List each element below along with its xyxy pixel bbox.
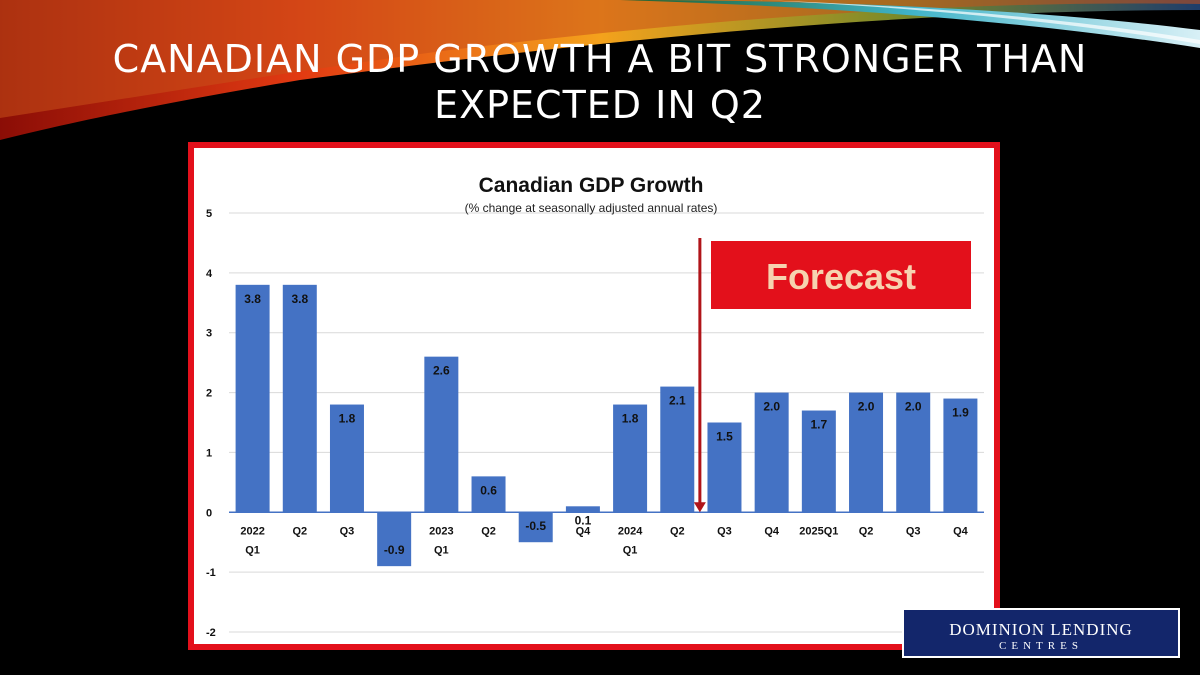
bars: 3.8 3.8 1.8 -0.9 2.6 0.6 -0.5 0.1 1.8 2.1 1.5 2.0 1.…	[235, 284, 978, 567]
x-tick-label: Q3	[717, 525, 732, 537]
forecast-arrow-head	[693, 502, 706, 513]
bar-data-label: 2.0	[858, 400, 875, 414]
x-tick-label: Q3	[340, 525, 355, 537]
bar	[660, 386, 695, 513]
forecast-box	[711, 241, 971, 309]
x-axis-ticks: 2022 Q1 Q2 Q3 2023 Q1 Q2 Q4 2024 Q1 Q2 Q3 Q4 2025Q1 Q2…	[240, 525, 968, 556]
bar-data-label: 1.8	[339, 412, 356, 426]
bar-data-label: 1.9	[952, 406, 969, 420]
forecast-annotation: Forecast	[693, 238, 971, 513]
y-tick-label: -1	[206, 567, 216, 579]
bar	[282, 284, 317, 513]
y-tick-label: -2	[206, 627, 216, 639]
bar	[801, 410, 836, 513]
x-tick-label: 2023	[429, 525, 453, 537]
x-tick-label: 2025Q1	[799, 525, 838, 537]
forecast-label: Forecast	[766, 256, 916, 297]
bar	[329, 404, 364, 513]
y-tick-label: 5	[206, 208, 212, 220]
x-tick-label: Q2	[670, 525, 685, 537]
bar-data-label: 3.8	[244, 292, 261, 306]
bar	[943, 398, 978, 513]
chart-frame: -2 -1 0 1 2 3 4 5 3.8 3.8 1.8 -0.9 2.6 0.6 -0.5 0.1 1.8…	[188, 142, 1000, 650]
x-tick-label: Q3	[906, 525, 921, 537]
x-tick-label: Q1	[245, 544, 260, 556]
logo-sub-text: CENTRES	[999, 640, 1083, 652]
chart-subtitle: (% change at seasonally adjusted annual …	[465, 201, 718, 215]
bar	[471, 476, 506, 513]
y-tick-label: 4	[206, 268, 213, 280]
bar-data-label: 3.8	[291, 292, 308, 306]
x-tick-label: Q4	[953, 525, 969, 537]
x-tick-label: Q4	[764, 525, 780, 537]
x-tick-label: 2024	[618, 525, 643, 537]
bar-data-label: 2.6	[433, 364, 450, 378]
y-tick-label: 2	[206, 388, 212, 400]
slide-title: CANADIAN GDP GROWTH A BIT STRONGER THAN …	[112, 37, 1088, 127]
bar-data-label: -0.9	[384, 543, 405, 557]
gdp-bar-chart: -2 -1 0 1 2 3 4 5 3.8 3.8 1.8 -0.9 2.6 0.6 -0.5 0.1 1.8…	[206, 174, 984, 639]
bar-data-label: 1.8	[622, 412, 639, 426]
bar	[235, 284, 270, 513]
x-tick-label: Q2	[481, 525, 496, 537]
x-tick-label: 2022	[240, 525, 264, 537]
x-tick-label: Q4	[576, 525, 592, 537]
bar-data-label: 2.0	[905, 400, 922, 414]
bar-data-label: 2.0	[763, 400, 780, 414]
bar-data-label: 1.5	[716, 430, 733, 444]
x-tick-label: Q2	[292, 525, 307, 537]
bar	[518, 512, 553, 543]
bar-data-label: -0.5	[525, 519, 546, 533]
x-tick-label: Q1	[434, 544, 449, 556]
bar-data-label: 1.7	[811, 418, 828, 432]
bar	[613, 404, 648, 513]
bar	[896, 392, 931, 513]
bar-data-label: 0.1	[575, 513, 592, 527]
bar	[424, 356, 459, 513]
y-tick-label: 3	[206, 328, 212, 340]
bar	[377, 512, 412, 567]
bar	[565, 506, 600, 513]
dominion-lending-logo: DOMINION LENDING CENTRES	[902, 608, 1180, 658]
y-axis-ticks: -2 -1 0 1 2 3 4 5	[206, 208, 216, 639]
y-tick-label: 1	[206, 447, 212, 459]
x-tick-label: Q1	[623, 544, 638, 556]
bar	[754, 392, 789, 513]
bar-data-label: 0.6	[480, 483, 497, 497]
y-tick-label: 0	[206, 507, 212, 519]
title-swoosh-decoration	[0, 0, 1200, 140]
x-tick-label: Q2	[859, 525, 874, 537]
bar-data-label: 2.1	[669, 394, 686, 408]
chart-title: Canadian GDP Growth	[479, 174, 704, 197]
bar	[849, 392, 884, 513]
logo-main-text: DOMINION LENDING	[949, 620, 1133, 639]
bar	[707, 422, 742, 513]
